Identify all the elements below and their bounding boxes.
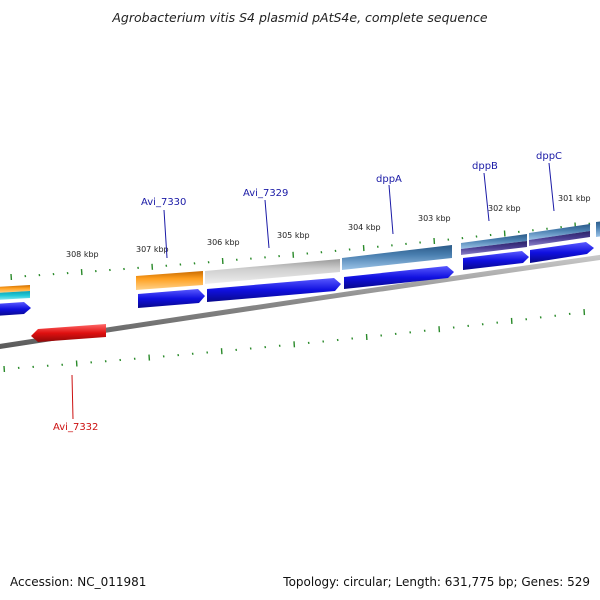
map-title: Agrobacterium vitis S4 plasmid pAtS4e, c… xyxy=(112,10,488,25)
leader-avi7330 xyxy=(163,209,168,259)
feature-bar-purple-dppC[interactable] xyxy=(529,231,590,246)
topology-text: Topology: circular; Length: 631,775 bp; … xyxy=(283,575,590,589)
forward-cds-track xyxy=(0,242,594,316)
feature-bar-orange[interactable] xyxy=(136,271,203,290)
gene-label-avi7330[interactable]: Avi_7330 xyxy=(141,197,186,208)
cds-arrow-dppB[interactable] xyxy=(463,251,529,270)
leader-dppA xyxy=(388,184,394,235)
feature-bar-steel-right[interactable] xyxy=(596,221,600,237)
cds-arrow-dppC[interactable] xyxy=(530,242,594,263)
accession-text: Accession: NC_011981 xyxy=(10,575,147,589)
scale-label-302: 302 kbp xyxy=(488,204,521,213)
leader-dppB xyxy=(483,172,490,222)
gene-labels: Avi_7330 Avi_7329 dppA dppB dppC Avi_733… xyxy=(53,151,562,433)
feature-bar-orange-left[interactable] xyxy=(0,285,30,293)
cds-arrow-avi7332[interactable] xyxy=(31,324,106,342)
feature-track xyxy=(0,221,600,300)
outer-scale-ticks xyxy=(10,222,591,281)
scale-label-307: 307 kbp xyxy=(136,245,169,254)
feature-bar-purple-dppB[interactable] xyxy=(461,241,527,255)
cds-arrow-dppA[interactable] xyxy=(344,266,454,289)
feature-bar-steel-dppA[interactable] xyxy=(342,245,452,270)
gene-label-dppB[interactable]: dppB xyxy=(472,161,498,172)
leader-dppC xyxy=(548,162,555,212)
inner-scale-ticks xyxy=(3,309,586,373)
scale-labels: 308 kbp 307 kbp 306 kbp 305 kbp 304 kbp … xyxy=(66,194,591,259)
scale-label-305: 305 kbp xyxy=(277,231,310,240)
gene-label-avi7329[interactable]: Avi_7329 xyxy=(243,188,288,199)
gene-label-dppA[interactable]: dppA xyxy=(376,174,402,185)
cds-arrow-avi7330[interactable] xyxy=(138,289,205,308)
scale-label-303: 303 kbp xyxy=(418,214,451,223)
leader-avi7329 xyxy=(264,199,270,249)
scale-label-301: 301 kbp xyxy=(558,194,591,203)
gene-label-dppC[interactable]: dppC xyxy=(536,151,562,162)
feature-bar-steel-dppC[interactable] xyxy=(529,224,590,240)
cds-arrow-left-edge[interactable] xyxy=(0,302,31,316)
feature-bar-gray[interactable] xyxy=(205,259,340,284)
scale-label-306: 306 kbp xyxy=(207,238,240,247)
gene-label-avi7332[interactable]: Avi_7332 xyxy=(53,422,98,433)
scale-label-304: 304 kbp xyxy=(348,223,381,232)
feature-bar-cyan-left[interactable] xyxy=(0,291,30,300)
feature-bar-steel-dppB[interactable] xyxy=(461,234,527,249)
cds-arrow-avi7329[interactable] xyxy=(207,278,341,302)
leader-avi7332 xyxy=(71,374,74,420)
scale-label-308: 308 kbp xyxy=(66,250,99,259)
label-leaders xyxy=(71,162,555,420)
